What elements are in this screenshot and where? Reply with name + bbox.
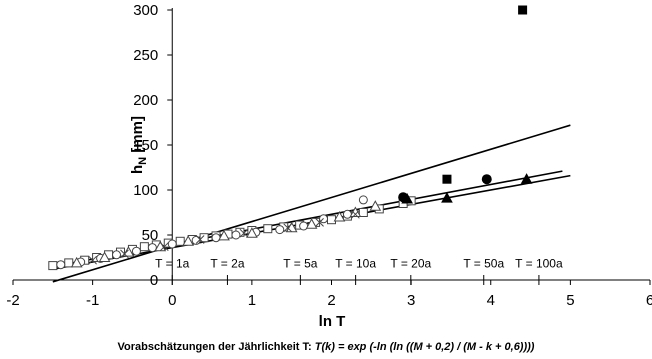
data-point-circle — [275, 225, 285, 235]
data-point-square — [48, 261, 58, 271]
caption: Vorabschätzungen der Jährlichkeit T: T(k… — [118, 341, 535, 353]
data-point-circle — [56, 260, 66, 270]
x-tick-label: 3 — [407, 292, 415, 309]
data-point-triangle — [70, 256, 83, 268]
data-point-circle — [358, 195, 368, 205]
y-tick-label: 200 — [133, 92, 158, 109]
y-axis-title-main: h — [129, 165, 146, 174]
data-point-circle — [191, 235, 201, 245]
data-point-cross — [283, 223, 293, 233]
data-point-cross — [351, 209, 360, 219]
data-point-circle — [231, 230, 241, 240]
return-period-label: T = 1a — [155, 256, 189, 270]
y-axis-title-unit: [mm] — [129, 116, 146, 157]
caption-prefix: Vorabschätzungen der Jährlichkeit T: — [118, 341, 315, 353]
data-point-triangle-filled — [401, 192, 413, 204]
y-axis-title: hN [mm] — [129, 116, 149, 174]
data-point-circle-filled — [481, 174, 492, 185]
data-point-square — [263, 224, 273, 234]
data-point-cross — [120, 249, 129, 259]
data-point-square — [358, 208, 368, 217]
data-point-triangle — [305, 218, 318, 229]
x-tick-label: 6 — [646, 292, 652, 309]
x-tick-label: 1 — [248, 292, 256, 309]
data-point-triangle-filled — [520, 173, 533, 184]
y-tick-label: 50 — [142, 227, 159, 244]
data-point-square-filled — [518, 5, 528, 15]
data-point-triangle — [182, 235, 195, 246]
y-tick-label: 0 — [150, 272, 158, 289]
x-tick-label: 0 — [168, 292, 176, 309]
return-period-labels: T = 1a T = 2a T = 5a T = 10a T = 20a T = 50a T… — [155, 256, 563, 285]
x-tick-label: 2 — [327, 292, 335, 309]
return-period-label: T = 2a — [210, 256, 244, 270]
data-point-triangle — [333, 210, 346, 222]
data-point-cross — [195, 235, 205, 244]
fit-line — [52, 124, 571, 283]
return-period-label: T = 20a — [390, 256, 431, 270]
x-axis-title: ln T — [319, 313, 346, 330]
data-point-cross — [159, 242, 169, 252]
y-tick-label: 300 — [133, 2, 158, 19]
data-point-circle — [299, 221, 309, 231]
data-point-square-filled — [442, 174, 452, 184]
data-point-triangle — [218, 229, 230, 241]
data-point-triangle — [369, 200, 382, 211]
data-point-circle — [112, 250, 122, 260]
data-point-circle — [342, 209, 352, 219]
data-point-cross — [315, 218, 324, 227]
data-point-triangle — [246, 227, 258, 238]
data-point-cross — [88, 255, 97, 265]
data-point-circle — [167, 239, 177, 249]
x-tick-label: 4 — [487, 292, 495, 309]
data-point-square — [199, 233, 209, 243]
return-period-label: T = 10a — [335, 256, 376, 270]
return-period-label: T = 50a — [463, 256, 504, 270]
data-point-triangle — [122, 246, 135, 257]
return-period-label: T = 5a — [283, 256, 317, 270]
data-point-circle — [147, 243, 157, 253]
data-point-circle — [211, 233, 221, 243]
axes — [12, 8, 651, 285]
x-tick-label: -2 — [6, 292, 19, 309]
data-point-cross — [239, 228, 249, 238]
y-tick-label: 100 — [133, 182, 158, 199]
data-points — [48, 5, 533, 271]
data-point-square — [175, 236, 185, 246]
tick-labels: 0 50 100 150 200 250 300 -2 -1 0 1 2 3 4 5 6 — [6, 2, 652, 309]
data-point-circle — [131, 246, 141, 256]
caption-formula: T(k) = exp (-ln (ln ((M + 0,2) / (M - k … — [315, 341, 535, 353]
data-point-square — [64, 258, 74, 268]
data-point-triangle — [98, 251, 111, 262]
y-tick-label: 150 — [133, 137, 158, 154]
return-period-label: T = 100a — [515, 256, 563, 270]
data-point-square — [327, 215, 336, 225]
data-point-triangle-filled — [441, 192, 453, 203]
y-axis-title-subscript: N — [137, 157, 149, 165]
y-tick-label: 250 — [133, 47, 158, 64]
x-tick-label: 5 — [566, 292, 574, 309]
x-tick-label: -1 — [86, 292, 99, 309]
